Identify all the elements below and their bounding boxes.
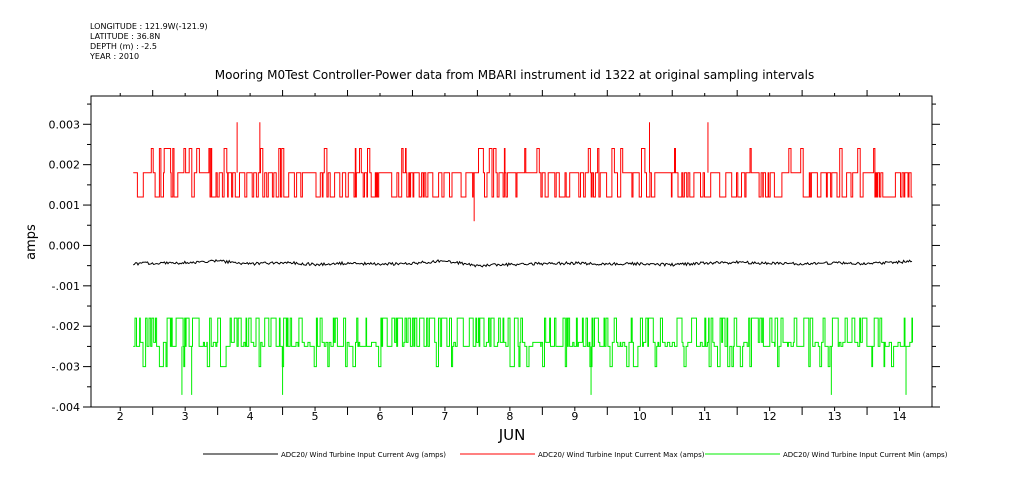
x-tick-label: 7 [441,410,448,423]
y-tick-label: 0.003 [49,118,81,131]
y-tick-label: 0.000 [49,239,81,252]
x-axis: 2 3 4 5 6 7 8 9 10 11 12 13 14 [117,90,907,423]
y-tick-label: -.003 [52,361,80,374]
avg-series-line [132,258,913,268]
chart-title: Mooring M0Test Controller-Power data fro… [214,68,815,82]
x-tick-label: 13 [828,410,842,423]
x-tick-label: 6 [376,410,383,423]
y-tick-label: -.004 [52,401,80,414]
depth-label: DEPTH (m) : -2.5 [90,42,157,51]
x-tick-label: 8 [506,410,513,423]
longitude-label: LONGITUDE : 121.9W(-121.9) [90,22,208,31]
max-series-line [133,148,913,198]
y-tick-label: 0.001 [49,199,81,212]
x-axis-label: JUN [498,426,526,444]
x-tick-label: 10 [633,410,647,423]
plot-border [90,95,933,408]
x-tick-label: 5 [312,410,319,423]
min-series-line [133,317,913,368]
plot-frame [90,95,933,408]
series-avg [132,258,913,268]
x-tick-label: 2 [117,410,124,423]
y-tick-label: 0.002 [49,159,81,172]
x-tick-label: 14 [893,410,907,423]
series-min [133,317,913,395]
legend: ADC20/ Wind Turbine Input Current Avg (a… [203,451,948,459]
y-axis-label: amps [24,224,39,260]
x-tick-label: 11 [698,410,712,423]
y-tick-label: -.001 [52,280,80,293]
legend-label: ADC20/ Wind Turbine Input Current Max (a… [538,451,705,459]
year-label: YEAR : 2010 [90,52,140,61]
series-max [133,122,913,222]
x-tick-label: 4 [247,410,254,423]
y-tick-label: -.002 [52,320,80,333]
y-axis: -.004 -.003 -.002 -.001 0.000 0.001 0.002 0.003 [49,103,940,414]
x-tick-label: 12 [763,410,777,423]
legend-label: ADC20/ Wind Turbine Input Current Min (a… [783,451,948,459]
legend-label: ADC20/ Wind Turbine Input Current Avg (a… [281,451,446,459]
latitude-label: LATITUDE : 36.8N [90,32,161,41]
x-tick-label: 3 [182,410,189,423]
x-tick-label: 9 [571,410,578,423]
